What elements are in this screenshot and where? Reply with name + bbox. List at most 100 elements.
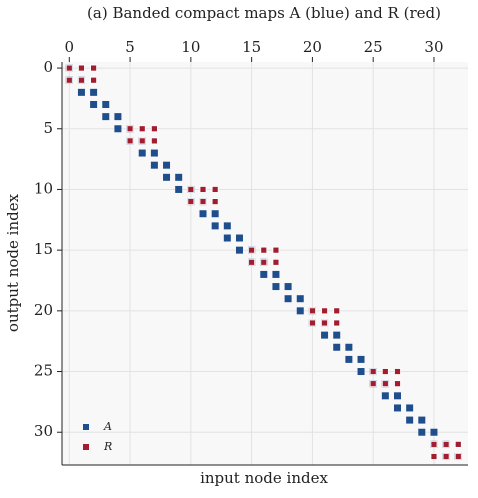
point — [272, 258, 280, 266]
point — [211, 186, 219, 193]
point — [138, 137, 146, 145]
point — [150, 149, 158, 157]
y-tick-label: 5 — [43, 119, 53, 137]
point — [430, 428, 438, 436]
x-tick-label: 30 — [424, 38, 443, 56]
point — [369, 368, 377, 375]
point — [163, 161, 171, 169]
point — [65, 64, 73, 72]
point — [309, 307, 316, 315]
point — [418, 416, 426, 424]
point — [394, 368, 401, 375]
point — [381, 368, 389, 375]
chart-title: (a) Banded compact maps A (blue) and R (… — [87, 4, 441, 22]
point — [211, 222, 219, 230]
x-axis-label: input node index — [200, 469, 328, 487]
legend-label: A — [103, 420, 112, 433]
point — [272, 246, 280, 254]
point — [454, 440, 462, 448]
point — [394, 380, 401, 388]
x-tick-label: 10 — [181, 38, 200, 56]
point — [126, 137, 134, 145]
point — [454, 453, 462, 460]
point — [187, 186, 195, 193]
point — [90, 88, 98, 96]
point — [175, 185, 183, 193]
point — [138, 125, 146, 133]
point — [442, 440, 450, 448]
x-tick-label: 5 — [125, 38, 135, 56]
point — [333, 319, 341, 327]
point — [78, 64, 85, 72]
point — [90, 100, 98, 108]
point — [187, 198, 195, 205]
point — [321, 331, 329, 339]
point — [199, 210, 207, 218]
point — [442, 453, 450, 460]
point — [260, 270, 268, 278]
point — [333, 307, 341, 315]
point — [65, 76, 73, 84]
point — [150, 125, 158, 133]
point — [345, 355, 353, 363]
point — [309, 319, 316, 327]
point — [430, 453, 438, 460]
point — [102, 113, 110, 121]
y-axis-label: output node index — [4, 193, 22, 332]
point — [235, 234, 243, 242]
point — [321, 307, 328, 315]
y-tick-label: 0 — [43, 58, 53, 76]
point — [260, 258, 268, 266]
point — [199, 198, 207, 205]
point — [199, 186, 207, 193]
point — [223, 234, 231, 242]
point — [138, 149, 146, 157]
x-tick-label: 25 — [364, 38, 383, 56]
legend-marker — [83, 424, 89, 430]
point — [296, 307, 304, 315]
point — [406, 404, 414, 412]
point — [175, 173, 183, 181]
point — [272, 283, 280, 291]
y-tick-label: 25 — [34, 362, 53, 380]
point — [381, 392, 389, 400]
legend-label: R — [103, 440, 112, 453]
point — [393, 392, 401, 400]
point — [321, 319, 328, 327]
point — [114, 113, 122, 121]
point — [78, 76, 85, 84]
point — [90, 76, 98, 84]
point — [114, 125, 122, 133]
point — [430, 440, 438, 448]
point — [248, 246, 256, 254]
point — [235, 246, 243, 254]
x-tick-label: 15 — [242, 38, 261, 56]
point — [211, 198, 219, 205]
point — [345, 343, 353, 351]
y-tick-label: 30 — [34, 422, 53, 440]
point — [357, 368, 365, 376]
point — [296, 295, 304, 303]
point — [333, 343, 341, 351]
point — [418, 428, 426, 436]
point — [77, 88, 85, 96]
point — [150, 161, 158, 169]
point — [223, 222, 231, 230]
point — [381, 380, 389, 388]
y-tick-label: 20 — [34, 301, 53, 319]
point — [284, 295, 292, 303]
point — [393, 404, 401, 412]
y-tick-label: 15 — [34, 240, 53, 258]
point — [357, 355, 365, 363]
point — [150, 137, 158, 145]
point — [272, 270, 280, 278]
x-tick-label: 20 — [303, 38, 322, 56]
point — [406, 416, 414, 424]
point — [90, 64, 98, 72]
point — [284, 283, 292, 291]
point — [260, 246, 268, 254]
y-tick-label: 10 — [34, 179, 53, 197]
point — [102, 100, 110, 108]
